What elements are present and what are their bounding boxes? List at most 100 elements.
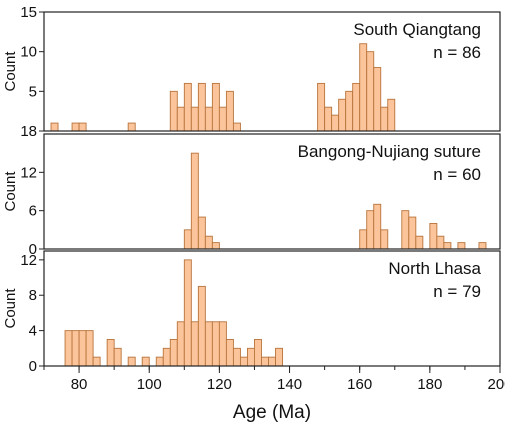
y-tick-label: 8 — [29, 287, 37, 304]
histogram-bar — [190, 152, 199, 250]
histogram-bar — [345, 90, 354, 132]
histogram-bar — [155, 356, 164, 367]
sample-count-label: n = 60 — [433, 165, 481, 184]
histogram-bar — [429, 222, 438, 250]
x-tick-label: 140 — [277, 376, 302, 393]
y-tick-label: 18 — [20, 123, 37, 140]
histogram-bar — [169, 339, 178, 367]
panel-north-lhasa: 0 4 8 12 Count North Lhasa n = 79 — [2, 250, 501, 375]
histogram-bar — [324, 106, 333, 132]
x-tick-label: 160 — [347, 376, 372, 393]
x-axis-title: Age (Ma) — [233, 402, 311, 423]
panel-frame — [43, 133, 501, 250]
histogram-bar — [204, 235, 213, 250]
histogram-bar — [232, 347, 241, 367]
panel-title: South Qiangtang — [353, 20, 481, 39]
panel-frame — [43, 11, 501, 132]
y-tick-label: 12 — [20, 164, 37, 181]
histogram-bar — [183, 259, 192, 367]
histogram-bar — [380, 106, 389, 132]
histogram-bar — [92, 356, 101, 367]
histogram-bar — [211, 242, 220, 250]
y-tick-label: 0 — [29, 241, 37, 258]
histogram-bar — [141, 356, 150, 367]
histogram-bar — [176, 106, 185, 132]
histogram-bar — [127, 122, 136, 132]
histogram-bar — [408, 216, 417, 250]
histogram-bar — [211, 321, 220, 367]
y-tick-label: 0 — [29, 358, 37, 375]
histogram-bar — [197, 216, 206, 250]
histogram-bar — [373, 67, 382, 132]
x-axis: 80 100 120 140 160 180 200 Age (Ma) — [43, 366, 505, 423]
histogram-bar — [225, 90, 234, 132]
histogram-bar — [225, 339, 234, 367]
histogram-bar — [415, 235, 424, 250]
histogram-bar — [78, 330, 87, 367]
histogram-bar — [275, 347, 283, 367]
y-tick-label: 4 — [29, 323, 37, 340]
histogram-bar — [204, 321, 213, 367]
histogram-bar — [211, 82, 220, 132]
histogram-bar — [366, 51, 375, 132]
histogram-bar — [478, 242, 487, 250]
histogram-bar — [239, 356, 248, 367]
histogram-bar — [254, 339, 262, 367]
histogram-bar — [352, 82, 361, 132]
histogram-bar — [373, 203, 382, 250]
histogram-bar — [457, 242, 466, 250]
y-tick-label: 10 — [20, 44, 37, 61]
x-tick-label: 200 — [487, 376, 505, 393]
histogram-bar — [190, 106, 199, 132]
histogram-bar — [106, 339, 115, 367]
histogram-bar — [127, 356, 136, 367]
histogram-bar — [218, 321, 227, 367]
y-axis-title: Count — [2, 171, 19, 212]
histogram-bar — [261, 356, 269, 367]
x-tick-label: 100 — [137, 376, 162, 393]
histogram-bar — [176, 321, 185, 367]
y-axis-title: Count — [2, 51, 19, 92]
histogram-bar — [64, 330, 73, 367]
sample-count-label: n = 86 — [433, 43, 481, 62]
histogram-bar — [317, 82, 326, 132]
histogram-bar — [71, 330, 80, 367]
panel-title: North Lhasa — [388, 259, 481, 278]
panel-south-qiangtang: 5 10 15 18 Count South Qiangtang n = 86 — [2, 4, 501, 140]
histogram-bar — [387, 98, 396, 132]
histogram-bar — [380, 229, 389, 250]
y-tick-label: 5 — [29, 83, 37, 100]
histogram-bar — [218, 106, 227, 132]
sample-count-label: n = 79 — [433, 282, 481, 301]
histogram-bar — [162, 347, 171, 367]
histogram-bar — [204, 106, 213, 132]
histogram-bar — [268, 356, 276, 367]
histogram-bar — [359, 43, 368, 132]
x-tick-label: 80 — [71, 376, 88, 393]
x-tick-label: 180 — [417, 376, 442, 393]
histogram-bar — [443, 242, 452, 250]
histogram-bar — [78, 122, 87, 132]
histogram-bar — [190, 321, 199, 367]
histogram-bar — [85, 330, 94, 367]
histogram-bar — [197, 82, 206, 132]
histogram-bar — [331, 114, 340, 132]
histogram-bar — [197, 285, 206, 367]
histogram-bar — [183, 229, 192, 250]
histogram-bar — [71, 122, 80, 132]
histogram-bar — [113, 347, 122, 367]
histogram-bar — [401, 210, 410, 250]
panel-frame — [43, 250, 501, 367]
panel-title: Bangong-Nujiang suture — [298, 142, 481, 161]
histogram-bar — [169, 90, 178, 132]
histogram-bar — [359, 229, 368, 250]
y-tick-label: 15 — [20, 4, 37, 21]
histogram-bar — [183, 82, 192, 132]
histogram-bar — [246, 347, 255, 367]
histogram-bar — [232, 122, 241, 132]
histogram-bar — [436, 235, 445, 250]
histogram-bar — [366, 210, 375, 250]
y-tick-label: 12 — [20, 252, 37, 269]
